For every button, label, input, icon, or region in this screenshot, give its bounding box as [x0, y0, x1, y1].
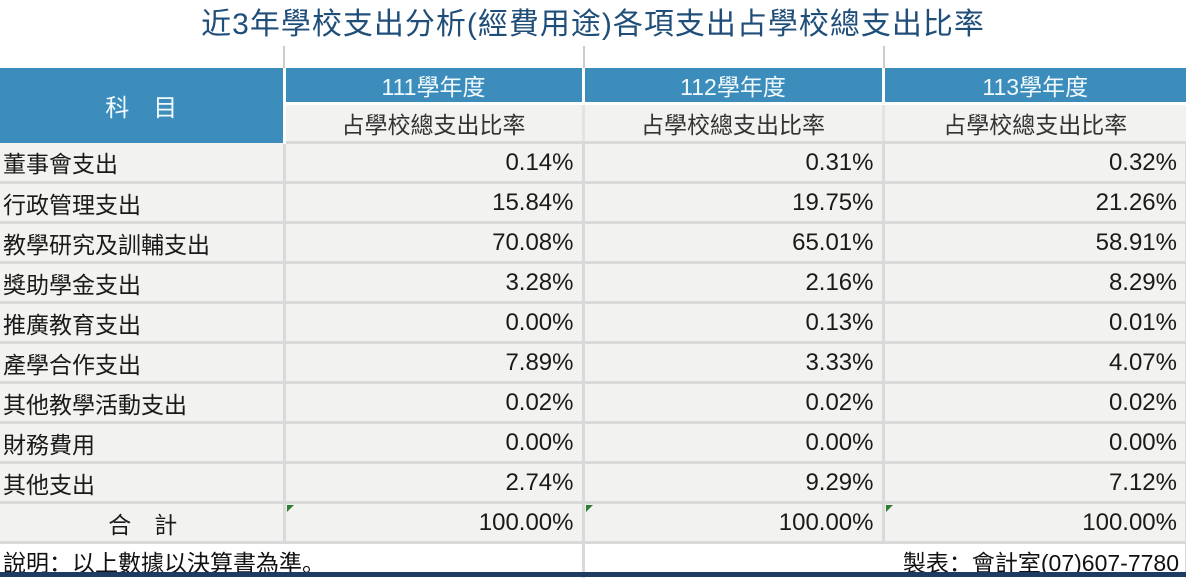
year-header-112: 112學年度 [581, 68, 883, 105]
row-label: 其他教學活動支出 [0, 382, 284, 424]
row-label: 教學研究及訓輔支出 [0, 222, 284, 264]
row-value: 0.00% [282, 302, 583, 344]
row-value: 7.89% [282, 342, 583, 384]
total-value: 100.00% [881, 502, 1186, 544]
year-header-113: 113學年度 [881, 68, 1186, 105]
total-label: 合 計 [0, 502, 284, 544]
table-row: 獎助學金支出 3.28% 2.16% 8.29% [0, 262, 1186, 304]
comment-indicator-icon [286, 505, 294, 512]
column-guide-line [883, 46, 885, 68]
row-value: 0.02% [282, 382, 583, 424]
subheader-ratio-113: 占學校總支出比率 [881, 103, 1186, 144]
row-value: 0.02% [581, 382, 883, 424]
sub-header-row: 占學校總支出比率 占學校總支出比率 占學校總支出比率 [0, 103, 1186, 144]
comment-indicator-icon [885, 505, 893, 512]
table-row: 董事會支出 0.14% 0.31% 0.32% [0, 142, 1186, 184]
column-guide-line [583, 46, 585, 68]
year-header-row: 科 目 111學年度 112學年度 113學年度 [0, 68, 1186, 143]
row-value: 0.00% [282, 422, 583, 464]
table-row: 教學研究及訓輔支出 70.08% 65.01% 58.91% [0, 222, 1186, 264]
row-value: 0.31% [581, 142, 883, 184]
total-row: 合 計 100.00% 100.00% 100.00% [0, 502, 1186, 544]
row-label: 財務費用 [0, 422, 284, 464]
row-value: 7.12% [881, 462, 1186, 504]
row-label: 董事會支出 [0, 142, 284, 184]
total-value-text: 100.00% [478, 508, 574, 536]
total-value-text: 100.00% [778, 508, 874, 536]
row-value: 19.75% [581, 182, 883, 224]
row-value: 2.74% [282, 462, 583, 504]
row-label: 獎助學金支出 [0, 262, 284, 304]
row-value: 70.08% [282, 222, 583, 264]
row-label: 行政管理支出 [0, 182, 284, 224]
row-label: 其他支出 [0, 462, 284, 504]
total-value-text: 100.00% [1082, 508, 1177, 536]
table-row: 其他教學活動支出 0.02% 0.02% 0.02% [0, 382, 1186, 424]
row-value: 15.84% [282, 182, 583, 224]
subheader-ratio-111: 占學校總支出比率 [282, 103, 583, 144]
row-label: 推廣教育支出 [0, 302, 284, 344]
row-label: 產學合作支出 [0, 342, 284, 384]
page-title: 近3年學校支出分析(經費用途)各項支出占學校總支出比率 [201, 8, 985, 41]
row-value: 0.01% [881, 302, 1186, 344]
row-value: 58.91% [881, 222, 1186, 264]
row-value: 3.33% [581, 342, 883, 384]
row-value: 0.00% [881, 422, 1186, 464]
row-value: 9.29% [581, 462, 883, 504]
row-value: 0.02% [881, 382, 1186, 424]
subheader-ratio-112: 占學校總支出比率 [581, 103, 883, 144]
row-value: 2.16% [581, 262, 883, 304]
table-row: 產學合作支出 7.89% 3.33% 4.07% [0, 342, 1186, 384]
table-row: 推廣教育支出 0.00% 0.13% 0.01% [0, 302, 1186, 344]
row-value: 4.07% [881, 342, 1186, 384]
row-value: 0.32% [881, 142, 1186, 184]
row-value: 65.01% [581, 222, 883, 264]
row-value: 0.13% [581, 302, 883, 344]
row-value: 0.14% [282, 142, 583, 184]
column-guide-line [283, 46, 285, 68]
comment-indicator-icon [585, 505, 593, 512]
subject-corner-header: 科 目 [0, 68, 286, 143]
row-value: 8.29% [881, 262, 1186, 304]
table-row: 財務費用 0.00% 0.00% 0.00% [0, 422, 1186, 464]
bottom-accent-bar [0, 572, 1186, 577]
expense-table: 科 目 111學年度 112學年度 113學年度 占學校總支出比率 占學校總支出… [0, 68, 1186, 578]
table-row: 行政管理支出 15.84% 19.75% 21.26% [0, 182, 1186, 224]
year-header-111: 111學年度 [282, 68, 583, 105]
total-value: 100.00% [581, 502, 883, 544]
row-value: 0.00% [581, 422, 883, 464]
table-row: 其他支出 2.74% 9.29% 7.12% [0, 462, 1186, 504]
row-value: 3.28% [282, 262, 583, 304]
total-value: 100.00% [282, 502, 583, 544]
row-value: 21.26% [881, 182, 1186, 224]
